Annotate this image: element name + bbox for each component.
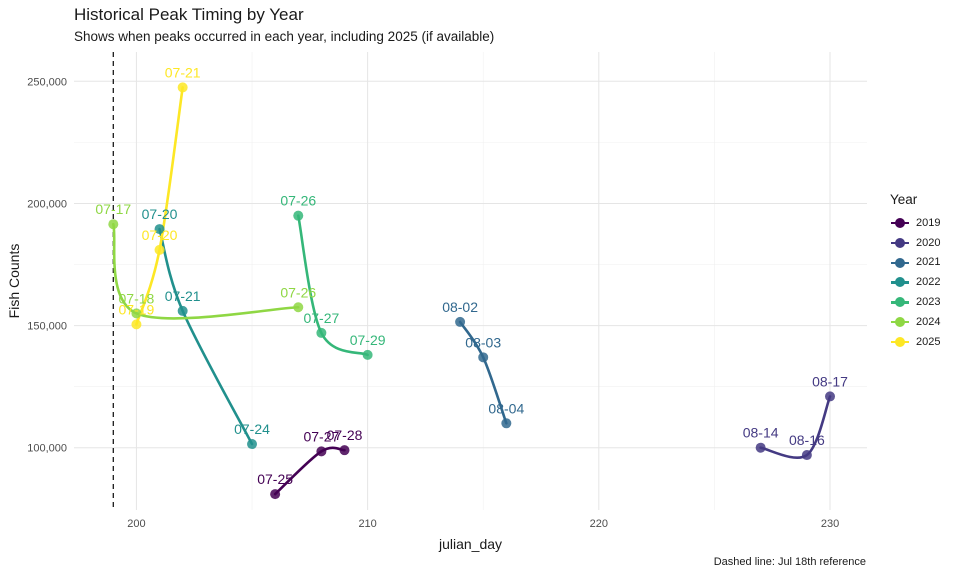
legend-key: [890, 332, 910, 352]
data-label-2019: 07-25: [257, 471, 293, 487]
data-point-2023: [362, 349, 373, 360]
data-point-2023: [293, 210, 304, 221]
legend: Year 2019 2020 2021 2022 2023 2024 2025: [890, 192, 940, 352]
legend-label: 2023: [916, 296, 941, 309]
data-point-2025: [131, 319, 142, 330]
legend-label: 2019: [916, 216, 941, 229]
legend-item-2022: 2022: [890, 272, 940, 292]
data-point-2024: [131, 308, 142, 319]
x-tick-label: 230: [821, 518, 839, 530]
legend-label: 2025: [916, 335, 941, 348]
data-label-2019: 07-27: [303, 428, 339, 444]
y-tick-label: 100,000: [27, 443, 67, 455]
x-tick-label: 220: [590, 518, 608, 530]
data-point-2020: [801, 450, 812, 461]
legend-item-2021: 2021: [890, 253, 940, 273]
data-label-2024: 07-17: [95, 201, 131, 217]
y-axis-label: Fish Counts: [6, 244, 22, 319]
data-point-2025: [154, 244, 165, 255]
legend-item-2023: 2023: [890, 292, 940, 312]
data-label-2022: 07-20: [142, 206, 178, 222]
legend-key-dot: [895, 237, 905, 248]
data-label-2024: 07-18: [119, 290, 155, 306]
data-point-2019: [316, 446, 327, 457]
legend-key: [890, 312, 910, 332]
data-point-2022: [154, 224, 165, 235]
data-point-2024: [293, 302, 304, 313]
data-label-2021: 08-04: [488, 400, 524, 416]
data-label-2021: 08-03: [465, 334, 501, 350]
data-point-2020: [755, 442, 766, 453]
data-label-2021: 08-02: [442, 299, 478, 315]
legend-label: 2024: [916, 315, 941, 328]
x-tick-label: 200: [127, 518, 145, 530]
data-point-2021: [455, 316, 466, 327]
legend-title: Year: [890, 192, 918, 207]
legend-label: 2022: [916, 276, 941, 289]
data-point-2022: [177, 305, 188, 316]
series-line-2025: [135, 86, 184, 326]
data-point-2020: [825, 391, 836, 402]
chart-title: Historical Peak Timing by Year: [74, 5, 304, 24]
legend-item-2025: 2025: [890, 332, 940, 352]
x-tick-label: 210: [358, 518, 376, 530]
data-point-2024: [108, 219, 119, 230]
series-line-2022: [158, 227, 254, 446]
data-label-2019: 07-28: [327, 427, 363, 443]
legend-item-2019: 2019: [890, 213, 940, 233]
data-label-2023: 07-29: [350, 332, 386, 348]
legend-key: [890, 213, 910, 233]
legend-key: [890, 292, 910, 312]
data-label-2025: 07-21: [165, 64, 201, 80]
y-tick-label: 250,000: [27, 76, 67, 88]
data-point-2021: [501, 418, 512, 429]
legend-key: [890, 233, 910, 253]
data-label-2022: 07-21: [165, 288, 201, 304]
data-point-2025: [177, 82, 188, 93]
chart-caption: Dashed line: Jul 18th reference: [713, 556, 866, 568]
legend-key-dot: [895, 257, 905, 268]
legend-item-2020: 2020: [890, 233, 940, 253]
data-label-2025: 07-20: [142, 227, 178, 243]
data-label-2020: 08-14: [743, 425, 779, 441]
data-label-2023: 07-26: [280, 193, 316, 209]
data-label-2020: 08-16: [789, 432, 825, 448]
data-label-2020: 08-17: [812, 373, 848, 389]
data-point-2019: [270, 489, 281, 500]
legend-key-dot: [895, 297, 905, 308]
legend-items: 2019 2020 2021 2022 2023 2024 2025: [890, 213, 940, 352]
legend-label: 2020: [916, 236, 941, 249]
x-axis-label: julian_day: [438, 536, 502, 552]
y-tick-label: 150,000: [27, 321, 67, 333]
data-point-2023: [316, 327, 327, 338]
data-point-2022: [247, 439, 258, 450]
legend-key: [890, 253, 910, 273]
data-point-2021: [478, 352, 489, 363]
legend-key-dot: [895, 217, 905, 228]
legend-label: 2021: [916, 256, 941, 269]
data-label-2022: 07-24: [234, 421, 270, 437]
data-label-2023: 07-27: [303, 310, 339, 326]
chart-subtitle: Shows when peaks occurred in each year, …: [74, 29, 495, 44]
legend-key: [890, 272, 910, 292]
data-label-2024: 07-26: [280, 284, 316, 300]
legend-key-dot: [895, 336, 905, 347]
data-label-2025: 07-19: [119, 301, 155, 317]
legend-item-2024: 2024: [890, 312, 940, 332]
data-point-2019: [339, 445, 350, 456]
legend-key-dot: [895, 277, 905, 288]
y-tick-label: 200,000: [27, 198, 67, 210]
legend-key-dot: [895, 316, 905, 327]
